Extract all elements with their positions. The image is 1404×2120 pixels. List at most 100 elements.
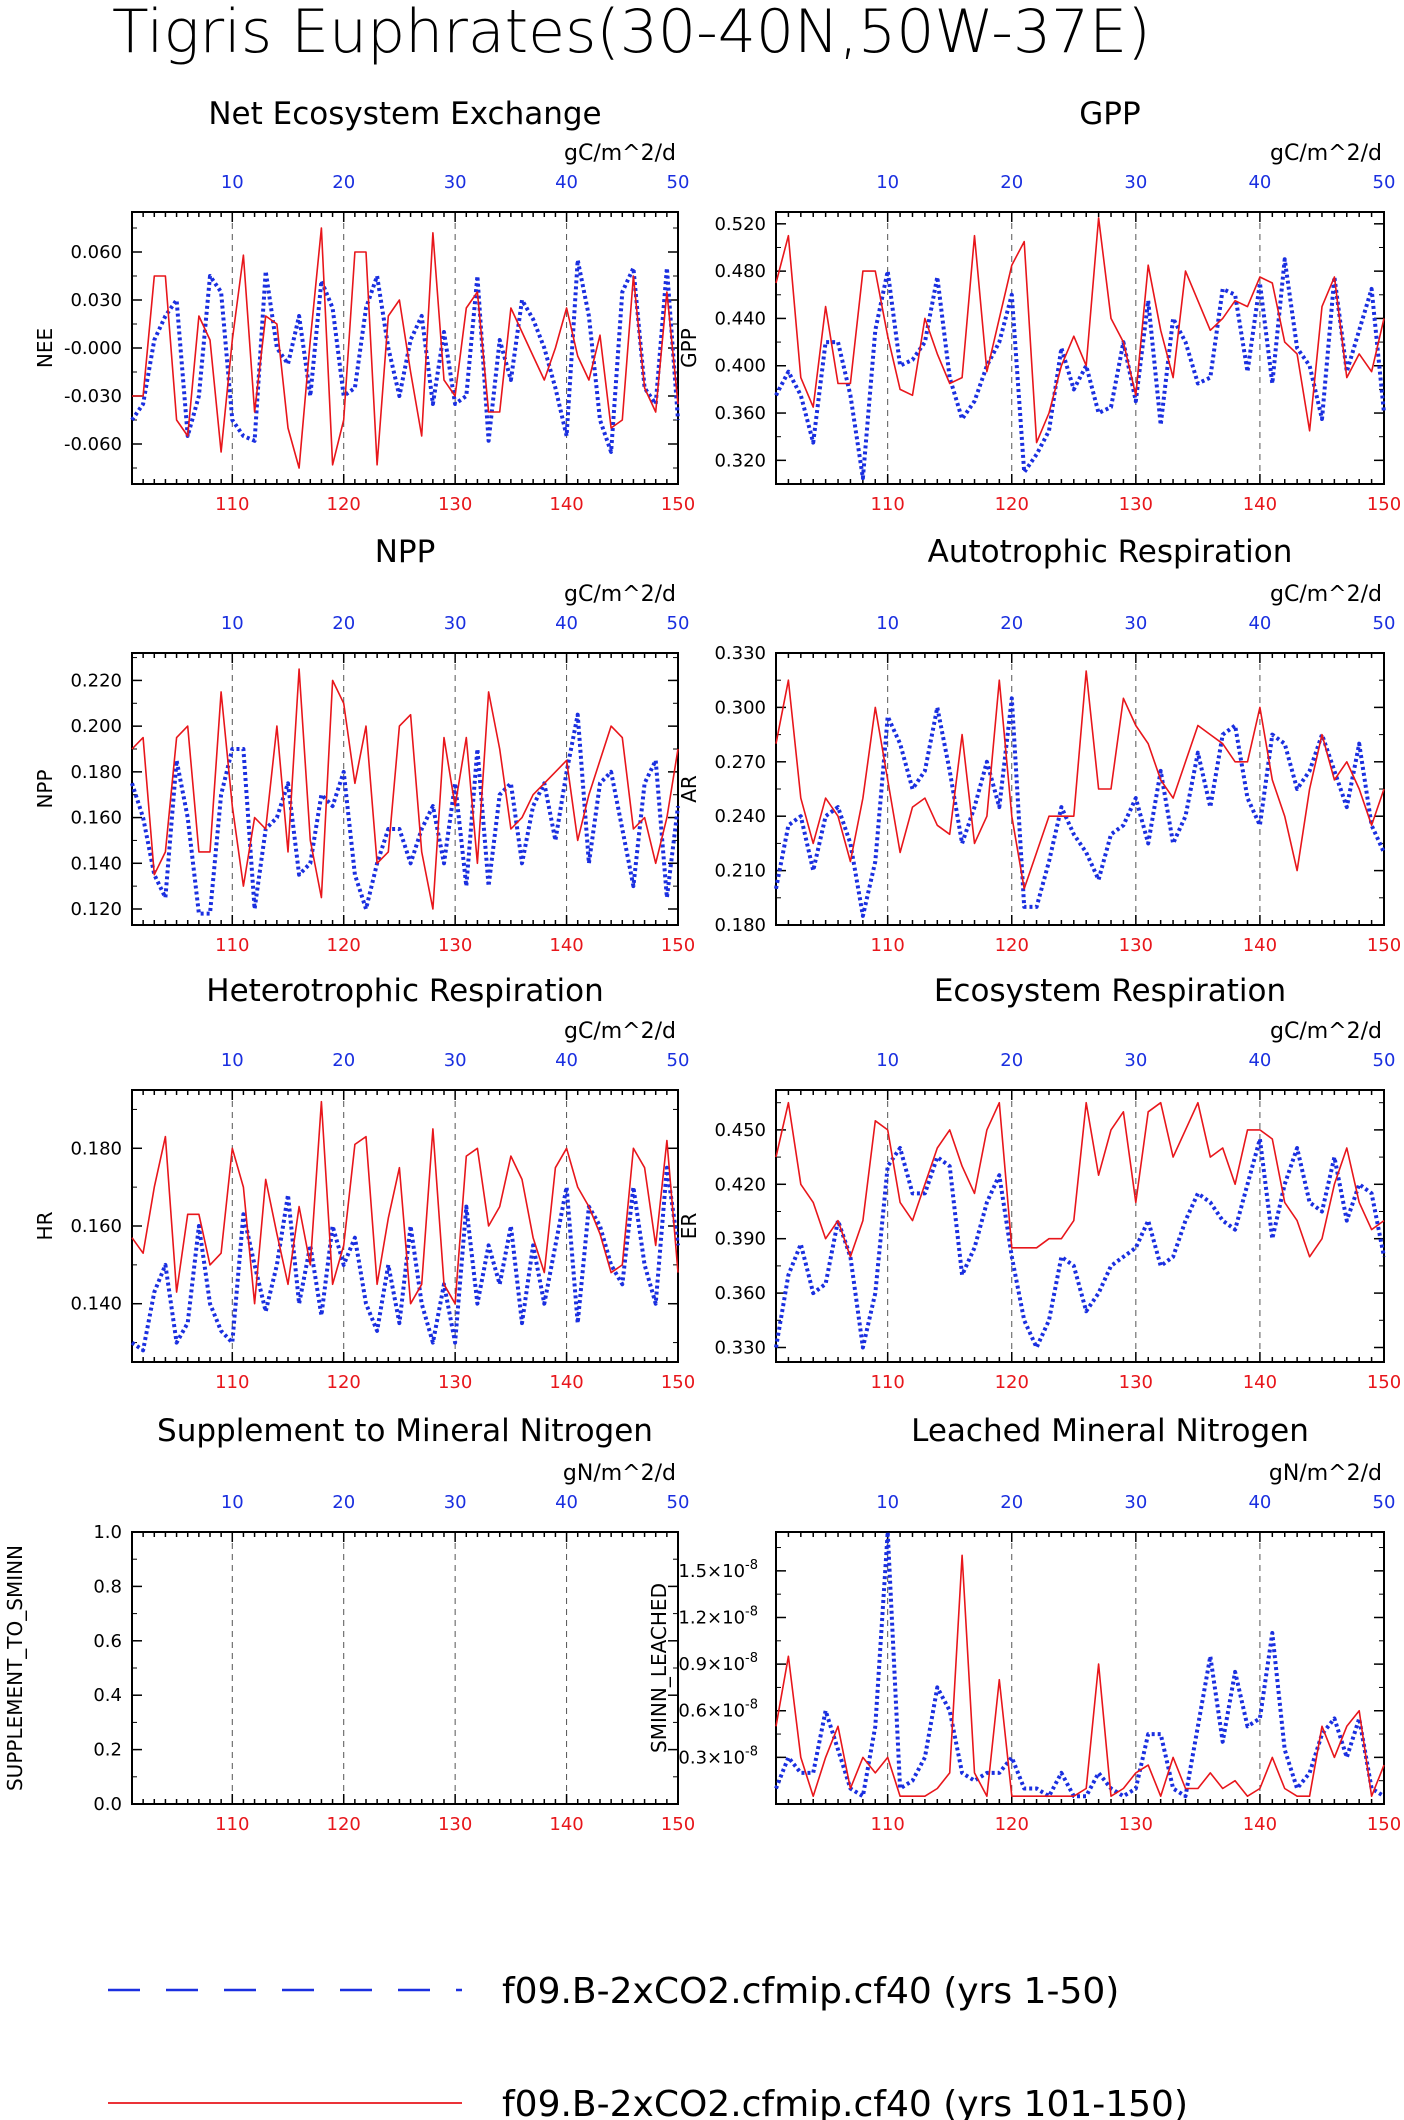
- y-tick-label: 0.060: [70, 242, 122, 263]
- x-tick-label-bottom: 110: [215, 494, 249, 515]
- y-tick-label: 0.200: [70, 716, 122, 737]
- x-tick-label-top: 40: [1248, 1050, 1271, 1071]
- y-tick-label: 0.030: [70, 290, 122, 311]
- y-axis-label: HR: [33, 1211, 57, 1240]
- y-tick-label: 0.3×10-8: [678, 1744, 758, 1768]
- y-tick-label: 0.220: [70, 670, 122, 691]
- x-tick-label-bottom: 140: [1243, 1814, 1277, 1835]
- y-tick-label: 0.360: [714, 1283, 766, 1304]
- x-tick-label-bottom: 120: [995, 935, 1029, 956]
- x-tick-label-top: 50: [1373, 1492, 1396, 1513]
- y-tick-label: 0.120: [70, 899, 122, 920]
- y-tick-label: 0.440: [714, 308, 766, 329]
- y-axis-label: NPP: [33, 769, 57, 808]
- y-tick-label: 0.180: [70, 762, 122, 783]
- chart-panel: Ecosystem Respiration gC/m^2/d 110 120 130 14…: [677, 973, 1401, 1393]
- x-tick-label-bottom: 130: [438, 1372, 472, 1393]
- x-tick-label-top: 50: [667, 1050, 690, 1071]
- x-tick-label-bottom: 110: [870, 1372, 904, 1393]
- gpp-series-years-1-50: [774, 257, 1386, 481]
- x-tick-label-bottom: 110: [215, 1372, 249, 1393]
- panel-title: Ecosystem Respiration: [934, 973, 1286, 1009]
- y-tick-label: 0.160: [70, 808, 122, 829]
- y-tick-label: 0.6: [93, 1631, 122, 1652]
- x-tick-label-bottom: 120: [995, 494, 1029, 515]
- y-tick-label: 0.360: [714, 403, 766, 424]
- chart-panel: Net Ecosystem Exchange gC/m^2/d 110 120 130 1…: [33, 96, 695, 515]
- x-tick-label-top: 50: [1373, 1050, 1396, 1071]
- x-tick-label-top: 30: [444, 1492, 467, 1513]
- x-tick-label-bottom: 140: [549, 1372, 583, 1393]
- y-axis-label: ER: [677, 1213, 701, 1240]
- x-tick-label-top: 30: [1124, 1050, 1147, 1071]
- unit-label: gN/m^2/d: [1269, 1461, 1382, 1486]
- x-tick-label-bottom: 130: [1119, 1814, 1153, 1835]
- x-tick-label-top: 20: [1000, 1492, 1023, 1513]
- x-tick-label-top: 50: [667, 172, 690, 193]
- sminn_leached-series-years-1-50: [774, 1530, 1386, 1799]
- y-tick-label: 1.2×10-8: [678, 1604, 758, 1628]
- x-tick-label-bottom: 130: [1119, 935, 1153, 956]
- panel-title: Autotrophic Respiration: [928, 534, 1293, 570]
- y-tick-label: 0.390: [714, 1229, 766, 1250]
- x-tick-label-top: 40: [555, 1050, 578, 1071]
- x-tick-label-top: 10: [221, 613, 244, 634]
- chart-panel: Supplement to Mineral Nitrogen gN/m^2/d 11…: [3, 1413, 695, 1835]
- plot-frame: [775, 1089, 1385, 1363]
- x-tick-label-top: 40: [1248, 172, 1271, 193]
- plot-frame: [131, 1531, 679, 1805]
- panel-title: NPP: [375, 534, 436, 570]
- x-tick-label-top: 30: [1124, 172, 1147, 193]
- x-tick-label-top: 40: [555, 613, 578, 634]
- y-tick-label: 0.4: [93, 1685, 122, 1706]
- npp-series-years-1-50: [130, 712, 680, 916]
- plot-frame: [775, 1531, 1385, 1805]
- x-tick-label-bottom: 110: [870, 1814, 904, 1835]
- unit-label: gC/m^2/d: [1270, 141, 1382, 166]
- x-tick-label-top: 10: [876, 613, 899, 634]
- x-tick-label-top: 50: [1373, 613, 1396, 634]
- x-tick-label-top: 20: [1000, 172, 1023, 193]
- x-tick-label-bottom: 110: [870, 494, 904, 515]
- y-tick-label: 0.480: [714, 261, 766, 282]
- nee-series-years-101-150: [132, 227, 679, 469]
- x-tick-label-top: 40: [555, 1492, 578, 1513]
- y-tick-label: 0.400: [714, 356, 766, 377]
- y-axis-label: GPP: [677, 328, 701, 368]
- unit-label: gN/m^2/d: [563, 1461, 676, 1486]
- x-tick-label-bottom: 110: [215, 1814, 249, 1835]
- x-tick-label-bottom: 150: [1367, 494, 1401, 515]
- x-tick-label-bottom: 130: [438, 935, 472, 956]
- er-series-years-1-50: [774, 1137, 1386, 1350]
- y-tick-label: 0.8: [93, 1576, 122, 1597]
- x-tick-label-top: 20: [332, 1050, 355, 1071]
- y-tick-label: 0.160: [70, 1216, 122, 1237]
- y-axis-label: SUPPLEMENT_TO_SMINN: [3, 1545, 27, 1791]
- x-tick-label-top: 30: [1124, 1492, 1147, 1513]
- plot-frame: [775, 211, 1385, 485]
- y-tick-label: 0.320: [714, 450, 766, 471]
- npp-series-years-101-150: [131, 668, 679, 910]
- x-tick-label-top: 50: [1373, 172, 1396, 193]
- panel-title: Heterotrophic Respiration: [206, 973, 603, 1009]
- x-tick-label-top: 30: [444, 172, 467, 193]
- y-tick-label: -0.060: [64, 434, 122, 455]
- figure-title: Tigris Euphrates(30-40N,50W-37E): [112, 0, 1151, 67]
- y-tick-label: 0.180: [70, 1138, 122, 1159]
- y-tick-label: 1.0: [93, 1522, 122, 1543]
- x-tick-label-top: 20: [332, 613, 355, 634]
- x-tick-label-top: 40: [555, 172, 578, 193]
- er-series-years-101-150: [775, 1101, 1385, 1258]
- unit-label: gC/m^2/d: [564, 582, 676, 607]
- y-tick-label: 1.5×10-8: [678, 1558, 758, 1582]
- y-tick-label: 0.450: [714, 1120, 766, 1141]
- x-tick-label-top: 10: [876, 1050, 899, 1071]
- unit-label: gC/m^2/d: [564, 141, 676, 166]
- x-tick-label-bottom: 120: [995, 1814, 1029, 1835]
- x-tick-label-bottom: 130: [1119, 494, 1153, 515]
- y-tick-label: 0.520: [714, 214, 766, 235]
- x-tick-label-top: 20: [1000, 613, 1023, 634]
- x-tick-label-bottom: 110: [870, 935, 904, 956]
- hr-series-years-101-150: [131, 1100, 679, 1305]
- y-tick-label: 0.330: [714, 1337, 766, 1358]
